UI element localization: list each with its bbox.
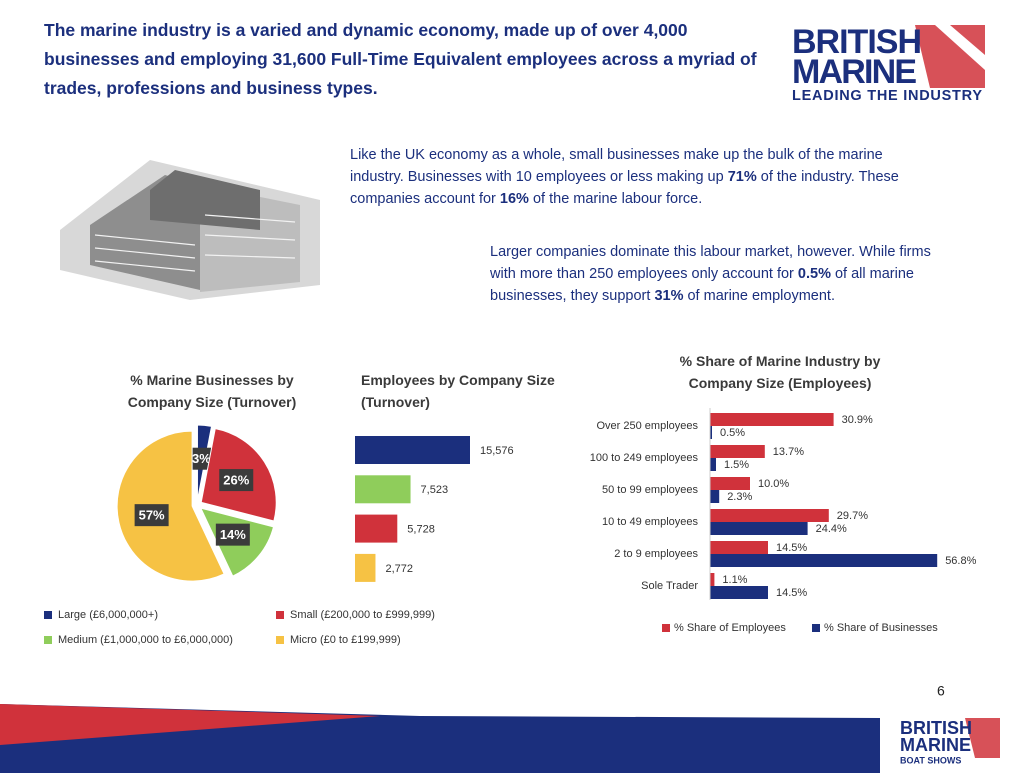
data-label: 56.8% [945, 555, 976, 567]
bar [710, 445, 765, 458]
data-label: 3% [192, 451, 211, 466]
bar [710, 573, 715, 586]
data-label: 1.5% [724, 459, 749, 471]
legend-label: Micro (£0 to £199,999) [290, 634, 401, 646]
data-label: 7,523 [421, 484, 449, 496]
bar [710, 413, 834, 426]
data-label: 15,576 [480, 445, 514, 457]
data-label: 26% [223, 473, 249, 488]
footer-logo: BRITISH MARINE BOAT SHOWS [900, 718, 1000, 765]
chart-title: % Share of Marine Industry by Company Si… [679, 353, 881, 391]
data-label: 14% [220, 527, 246, 542]
legend-swatch [662, 624, 670, 632]
logo-line2: MARINE [792, 53, 917, 91]
logo-tagline: LEADING THE INDUSTRY [792, 88, 982, 104]
legend-swatch [276, 636, 284, 644]
bar [710, 509, 829, 522]
text: of all marine businesses, they support [490, 266, 914, 304]
legend-label: Medium (£1,000,000 to £6,000,000) [58, 634, 233, 646]
bar [710, 554, 938, 567]
y-tick-label: 2 to 9 employees [614, 548, 698, 560]
data-label: 29.7% [837, 510, 868, 522]
pie-slice [116, 430, 225, 582]
building-illustration [60, 160, 320, 300]
legend-label: % Share of Employees [674, 622, 786, 634]
y-tick-label: Over 250 employees [597, 420, 699, 432]
y-tick-label: 50 to 99 employees [602, 484, 699, 496]
footer-stripes [0, 704, 880, 773]
paragraph: Like the UK economy as a whole, small bu… [350, 144, 910, 210]
data-label: 57% [139, 508, 165, 523]
legend-swatch [44, 611, 52, 619]
text: Larger companies dominate this labour ma… [490, 244, 931, 282]
data-label: 2,772 [385, 563, 413, 575]
text: Like the UK economy as a whole, small bu… [350, 147, 883, 185]
data-label: 24.4% [816, 523, 847, 535]
logo-line1: BRITISH [792, 23, 922, 61]
legend-label: Small (£200,000 to £999,999) [290, 609, 435, 621]
bar [710, 541, 768, 554]
legend-label: % Share of Businesses [824, 622, 938, 634]
bar [710, 490, 720, 503]
label-box [219, 469, 254, 492]
data-label: 2.3% [727, 491, 752, 503]
label-box [134, 504, 169, 527]
footer-logo-tagline: BOAT SHOWS [900, 755, 961, 765]
text: of the marine labour force. [528, 191, 703, 207]
data-label: 1.1% [722, 574, 747, 586]
data-label: 14.5% [776, 542, 807, 554]
footer-logo-line2: MARINE [900, 735, 971, 755]
bar [710, 426, 712, 439]
footer-logo-line1: BRITISH [900, 718, 972, 738]
bar [710, 458, 716, 471]
bar [355, 514, 398, 543]
y-tick-label: Sole Trader [641, 580, 698, 592]
bar [710, 586, 768, 599]
data-label: 14.5% [776, 587, 807, 599]
legend-label: Large (£6,000,000+) [58, 609, 158, 621]
bar [710, 522, 808, 535]
chart-title: % Marine Businesses by Company Size (Tur… [127, 372, 297, 410]
highlight: 16% [499, 191, 529, 207]
highlight: 31% [654, 288, 684, 304]
text: of marine employment. [683, 288, 835, 304]
label-box [215, 523, 250, 546]
bar [710, 477, 750, 490]
y-tick-label: 10 to 49 employees [602, 516, 699, 528]
paragraph: Larger companies dominate this labour ma… [490, 241, 940, 307]
data-label: 30.9% [842, 414, 873, 426]
highlight: 71% [727, 169, 757, 185]
legend-swatch [812, 624, 820, 632]
data-label: 0.5% [720, 427, 745, 439]
page-number: 6 [937, 683, 945, 699]
data-label: 10.0% [758, 478, 789, 490]
bar [355, 475, 411, 504]
data-label: 5,728 [407, 524, 435, 536]
legend-swatch [44, 636, 52, 644]
headline: The marine industry is a varied and dyna… [44, 20, 757, 98]
bar [355, 553, 376, 582]
data-label: 13.7% [773, 446, 804, 458]
y-tick-label: 100 to 249 employees [590, 452, 699, 464]
highlight: 0.5% [797, 266, 831, 282]
text: of the industry. These companies account… [350, 169, 899, 207]
chart-title: Employees by Company Size (Turnover) [361, 372, 555, 410]
bar [355, 436, 470, 464]
logo: BRITISH MARINE LEADING THE INDUSTRY [792, 23, 985, 104]
legend-swatch [276, 611, 284, 619]
